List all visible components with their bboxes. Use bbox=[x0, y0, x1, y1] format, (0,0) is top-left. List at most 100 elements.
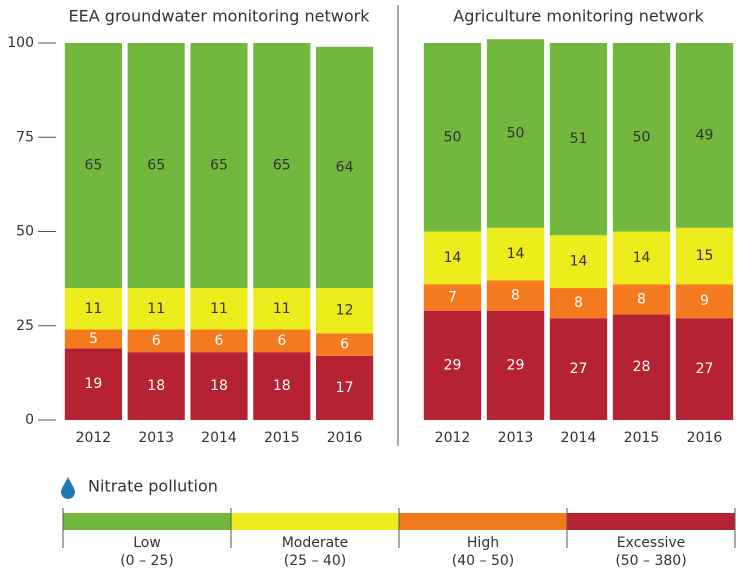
data-label: 65 bbox=[273, 158, 291, 174]
bar-segment bbox=[316, 46, 374, 289]
bar-segment bbox=[549, 43, 608, 236]
x-tick-label: 2013 bbox=[138, 430, 174, 446]
y-tick-label: 100 bbox=[7, 35, 34, 51]
y-tick-label: 25 bbox=[16, 318, 34, 334]
legend-label: Low bbox=[133, 535, 161, 551]
bar-segment bbox=[190, 352, 248, 420]
legend-label: Excessive bbox=[617, 535, 686, 551]
bar-segment bbox=[253, 288, 311, 330]
data-label: 65 bbox=[84, 158, 102, 174]
data-label: 50 bbox=[633, 129, 651, 145]
data-label: 11 bbox=[210, 301, 228, 317]
data-label: 19 bbox=[84, 376, 102, 392]
bar-segment bbox=[423, 231, 482, 285]
bar-segment bbox=[316, 333, 374, 356]
legend-range: (50 – 380) bbox=[615, 553, 686, 569]
bar-segment bbox=[64, 348, 122, 420]
y-tick-label: 75 bbox=[16, 129, 34, 145]
x-tick-label: 2012 bbox=[76, 430, 112, 446]
data-label: 14 bbox=[570, 254, 588, 270]
data-label: 15 bbox=[696, 248, 714, 264]
bar-segment bbox=[253, 43, 311, 289]
bar-segment bbox=[486, 310, 545, 420]
data-label: 29 bbox=[444, 357, 462, 373]
bar-segment bbox=[190, 43, 248, 289]
x-tick-label: 2016 bbox=[687, 430, 723, 446]
bar-segment bbox=[612, 314, 671, 420]
data-label: 14 bbox=[444, 250, 462, 266]
data-label: 65 bbox=[210, 158, 228, 174]
bar-segment bbox=[64, 329, 122, 349]
bar-segment bbox=[423, 310, 482, 420]
bar-segment bbox=[190, 288, 248, 330]
data-label: 18 bbox=[147, 378, 165, 394]
data-label: 9 bbox=[700, 293, 709, 309]
data-label: 11 bbox=[84, 301, 102, 317]
legend-swatch bbox=[231, 513, 399, 530]
data-label: 28 bbox=[633, 359, 651, 375]
legend-title: Nitrate pollution bbox=[88, 477, 218, 496]
x-tick-label: 2013 bbox=[498, 430, 534, 446]
bar-segment bbox=[486, 227, 545, 281]
data-label: 17 bbox=[336, 380, 354, 396]
drop-icon bbox=[61, 477, 75, 499]
bar-segment bbox=[64, 288, 122, 330]
data-label: 64 bbox=[336, 159, 354, 175]
data-label: 27 bbox=[570, 361, 588, 377]
bar-segment bbox=[190, 329, 248, 353]
bar-segment bbox=[675, 318, 734, 420]
x-tick-label: 2014 bbox=[561, 430, 597, 446]
bar-segment bbox=[64, 43, 122, 289]
panel-title: Agriculture monitoring network bbox=[453, 7, 704, 26]
legend-swatch bbox=[567, 513, 735, 530]
data-label: 51 bbox=[570, 131, 588, 147]
data-label: 50 bbox=[444, 129, 462, 145]
data-label: 8 bbox=[511, 288, 520, 304]
data-label: 6 bbox=[277, 333, 286, 349]
legend-range: (25 – 40) bbox=[284, 553, 346, 569]
legend-swatch bbox=[63, 513, 231, 530]
data-label: 6 bbox=[215, 333, 224, 349]
legend-label: High bbox=[467, 535, 499, 551]
bar-segment bbox=[612, 231, 671, 285]
data-label: 29 bbox=[507, 357, 525, 373]
bar-segment bbox=[612, 284, 671, 315]
bar-segment bbox=[486, 39, 545, 228]
x-tick-label: 2015 bbox=[264, 430, 300, 446]
bar-segment bbox=[675, 284, 734, 319]
bar-segment bbox=[486, 280, 545, 311]
bar-segment bbox=[316, 355, 374, 420]
data-label: 11 bbox=[273, 301, 291, 317]
y-tick-label: 0 bbox=[25, 412, 34, 428]
bar-segment bbox=[127, 288, 185, 330]
data-label: 65 bbox=[147, 158, 165, 174]
bar-segment bbox=[675, 43, 734, 228]
legend-label: Moderate bbox=[282, 535, 349, 551]
bar-segment bbox=[316, 288, 374, 334]
bar-segment bbox=[253, 352, 311, 420]
bar-segment bbox=[549, 288, 608, 319]
x-tick-label: 2015 bbox=[624, 430, 660, 446]
data-label: 14 bbox=[507, 246, 525, 262]
bar-segment bbox=[253, 329, 311, 353]
x-tick-label: 2016 bbox=[327, 430, 363, 446]
bar-segment bbox=[127, 352, 185, 420]
bar-segment bbox=[675, 227, 734, 285]
data-label: 14 bbox=[633, 250, 651, 266]
bar-segment bbox=[423, 43, 482, 232]
legend-swatch bbox=[399, 513, 567, 530]
data-label: 18 bbox=[210, 378, 228, 394]
data-label: 6 bbox=[152, 333, 161, 349]
bar-segment bbox=[612, 43, 671, 232]
data-label: 8 bbox=[637, 291, 646, 307]
legend-range: (40 – 50) bbox=[452, 553, 514, 569]
data-label: 11 bbox=[147, 301, 165, 317]
data-label: 50 bbox=[507, 125, 525, 141]
y-tick-label: 50 bbox=[16, 224, 34, 240]
x-tick-label: 2014 bbox=[201, 430, 237, 446]
data-label: 12 bbox=[336, 303, 354, 319]
data-label: 6 bbox=[340, 337, 349, 353]
x-tick-label: 2012 bbox=[435, 430, 471, 446]
bar-segment bbox=[549, 235, 608, 289]
panel-title: EEA groundwater monitoring network bbox=[69, 7, 371, 26]
